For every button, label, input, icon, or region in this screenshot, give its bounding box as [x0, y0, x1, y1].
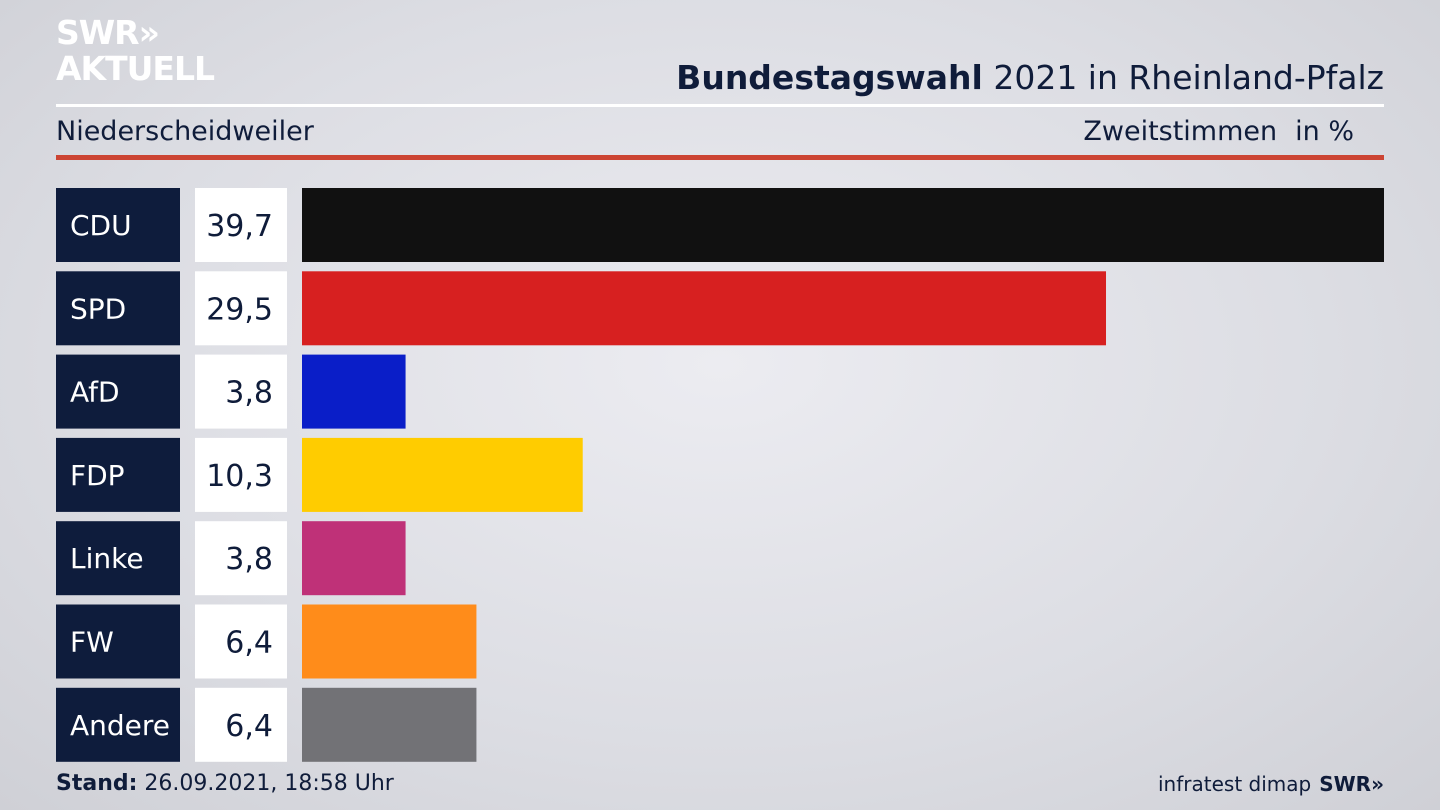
- value-label-fw: 6,4: [225, 626, 273, 661]
- bar-spd: [302, 271, 1107, 346]
- bar-linke: [302, 521, 406, 596]
- source-credit: infratest dimap SWR»: [1158, 772, 1384, 796]
- location-label: Niederscheidweiler: [56, 116, 314, 147]
- value-label-andere: 6,4: [225, 709, 273, 744]
- party-label-fw: FW: [70, 626, 114, 659]
- value-box-andere: [195, 687, 287, 762]
- party-label-box-andere: [56, 687, 180, 762]
- timestamp: Stand: 26.09.2021, 18:58 Uhr: [56, 771, 394, 796]
- unit-text: in %: [1295, 116, 1354, 147]
- logo-line-2: AKTUELL: [56, 49, 215, 88]
- title-rest: 2021 in Rheinland-Pfalz: [993, 58, 1384, 97]
- chart-title: Bundestagswahl 2021 in Rheinland-Pfalz: [676, 58, 1384, 97]
- bar-afd: [302, 354, 406, 429]
- title-bold: Bundestagswahl: [676, 58, 983, 97]
- party-label-spd: SPD: [70, 292, 126, 325]
- party-label-box-cdu: [56, 188, 180, 262]
- accent-divider: [56, 155, 1384, 160]
- stand-label: Stand:: [56, 771, 138, 796]
- value-label-linke: 3,8: [225, 542, 273, 577]
- party-label-box-afd: [56, 354, 180, 429]
- party-label-cdu: CDU: [70, 209, 132, 242]
- swr-aktuell-logo: SWR» AKTUELL: [56, 13, 215, 88]
- value-label-cdu: 39,7: [206, 209, 273, 244]
- bar-fw: [302, 604, 477, 679]
- header-divider: [56, 104, 1384, 107]
- bar-fdp: [302, 437, 583, 512]
- logo-line-1: SWR»: [56, 13, 160, 52]
- party-label-box-spd: [56, 271, 180, 346]
- value-box-cdu: [195, 188, 287, 262]
- value-box-spd: [195, 271, 287, 346]
- source-label: infratest dimap: [1158, 772, 1312, 796]
- measure-label: Zweitstimmen in %: [1083, 116, 1354, 147]
- stand-value: 26.09.2021, 18:58 Uhr: [144, 771, 394, 796]
- party-label-linke: Linke: [70, 542, 144, 575]
- bar-cdu: [302, 188, 1384, 262]
- value-label-fdp: 10,3: [206, 459, 273, 494]
- party-label-afd: AfD: [70, 376, 120, 409]
- value-box-linke: [195, 521, 287, 596]
- value-label-spd: 29,5: [206, 292, 273, 327]
- value-box-fw: [195, 604, 287, 679]
- bar-andere: [302, 687, 477, 762]
- value-box-afd: [195, 354, 287, 429]
- party-label-fdp: FDP: [70, 459, 125, 492]
- value-label-afd: 3,8: [225, 376, 273, 411]
- value-box-fdp: [195, 437, 287, 512]
- measure-text: Zweitstimmen: [1083, 116, 1278, 147]
- party-label-box-fw: [56, 604, 180, 679]
- swr-brand-logo: SWR»: [1319, 772, 1384, 796]
- party-label-box-linke: [56, 521, 180, 596]
- party-label-andere: Andere: [70, 709, 170, 742]
- party-label-box-fdp: [56, 437, 180, 512]
